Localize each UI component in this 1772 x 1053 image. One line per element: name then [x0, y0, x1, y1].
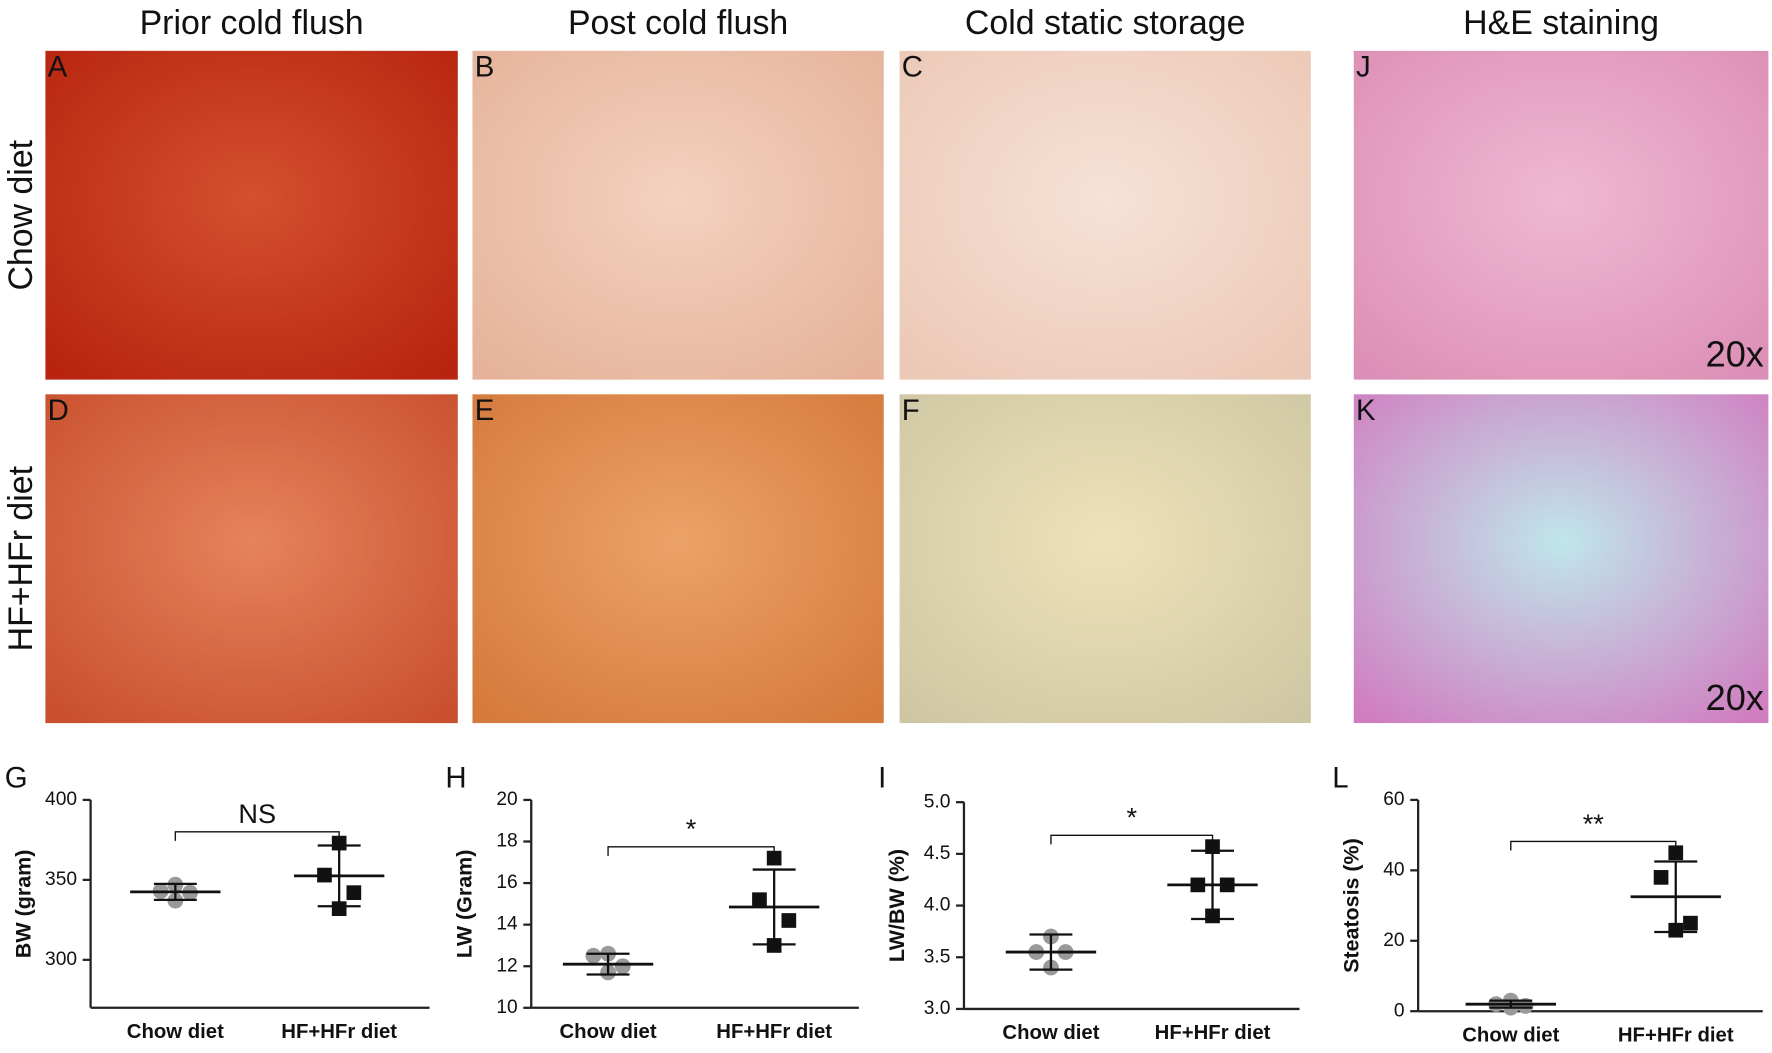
photo — [472, 394, 884, 724]
column-title: Prior cold flush — [140, 4, 364, 42]
column-title: H&E staining — [1463, 4, 1659, 42]
sd-bar — [317, 844, 361, 908]
column-title: Post cold flush — [568, 4, 788, 42]
y-tick-label: 16 — [496, 872, 517, 893]
panel-letter: A — [48, 51, 68, 84]
y-tick-label: 40 — [1383, 859, 1404, 880]
x-tick-label: Chow diet — [1462, 1024, 1559, 1046]
sd-bar — [1489, 999, 1533, 1009]
data-point — [585, 947, 602, 964]
y-tick-label: 14 — [496, 914, 518, 935]
y-tick-label: 4.0 — [924, 895, 951, 916]
photo — [899, 394, 1311, 724]
panel-letter: K — [1356, 394, 1376, 427]
sd-bar — [586, 952, 630, 976]
row-label: HF+HFr diet — [2, 465, 40, 651]
y-tick-label: 20 — [1383, 930, 1404, 951]
photo — [1353, 394, 1769, 724]
y-axis-label: LW (Gram) — [452, 850, 476, 958]
data-point — [1683, 915, 1698, 931]
significance-bracket — [1050, 834, 1214, 845]
sd-bar — [752, 868, 796, 946]
panel-letter: D — [48, 394, 69, 427]
y-tick-label: 350 — [45, 869, 77, 890]
panel-letter: H — [445, 761, 466, 794]
y-axis-label: LW/BW (%) — [885, 849, 909, 962]
photo — [472, 50, 884, 380]
data-point — [1517, 998, 1534, 1014]
photo — [45, 50, 458, 380]
magnification: 20x — [1706, 334, 1764, 375]
photo — [45, 394, 458, 724]
panel-letter: I — [878, 761, 886, 794]
y-tick-label: 400 — [45, 789, 77, 810]
y-tick-label: 18 — [496, 831, 517, 852]
data-point — [1653, 870, 1669, 885]
sd-bar — [153, 882, 197, 901]
panel-letter: C — [902, 51, 923, 84]
x-tick-label: Chow diet — [127, 1021, 224, 1043]
significance-label: * — [686, 813, 697, 844]
y-tick-label: 10 — [496, 997, 517, 1018]
data-point — [346, 885, 362, 901]
y-axis-label: Steatosis (%) — [1339, 838, 1363, 973]
data-point — [766, 850, 782, 866]
panel-letter: J — [1356, 51, 1371, 84]
y-tick-label: 5.0 — [924, 791, 951, 812]
panel-letter: B — [475, 51, 495, 84]
photo — [899, 50, 1311, 380]
y-axis-label: BW (gram) — [12, 850, 36, 958]
significance-label: ** — [1583, 808, 1605, 839]
y-tick-label: 0 — [1394, 1000, 1405, 1021]
y-tick-label: 3.5 — [924, 946, 951, 967]
panel-letter: G — [5, 761, 28, 794]
sd-bar — [1654, 860, 1698, 934]
panel-letter: E — [475, 394, 495, 427]
significance-label: NS — [238, 798, 276, 829]
data-point — [614, 958, 631, 975]
data-point — [1668, 845, 1684, 861]
x-tick-label: Chow diet — [559, 1021, 656, 1043]
x-tick-label: HF+HFr diet — [1618, 1024, 1734, 1046]
data-point — [331, 835, 347, 851]
significance-bracket — [1510, 840, 1677, 851]
y-tick-label: 4.5 — [924, 843, 951, 864]
significance-bracket — [174, 831, 340, 841]
x-tick-label: Chow diet — [1002, 1022, 1099, 1044]
significance-bracket — [607, 846, 775, 856]
x-tick-label: HF+HFr diet — [1155, 1022, 1271, 1044]
y-tick-label: 3.0 — [924, 998, 951, 1019]
significance-label: * — [1126, 802, 1137, 833]
y-tick-label: 20 — [496, 789, 517, 810]
x-tick-label: HF+HFr diet — [281, 1021, 397, 1043]
sd-bar — [1029, 933, 1073, 971]
panel-letter: F — [902, 394, 920, 427]
y-tick-label: 12 — [496, 955, 517, 976]
row-label: Chow diet — [2, 139, 40, 290]
sd-bar — [1191, 849, 1234, 921]
data-point — [781, 913, 797, 928]
photo — [1353, 50, 1769, 380]
column-title: Cold static storage — [965, 4, 1246, 42]
panel-letter: L — [1332, 761, 1348, 794]
y-tick-label: 60 — [1383, 789, 1404, 810]
data-point — [331, 901, 347, 917]
x-tick-label: HF+HFr diet — [716, 1021, 832, 1043]
y-tick-label: 300 — [45, 949, 77, 970]
data-point — [752, 892, 767, 908]
magnification: 20x — [1706, 677, 1764, 718]
